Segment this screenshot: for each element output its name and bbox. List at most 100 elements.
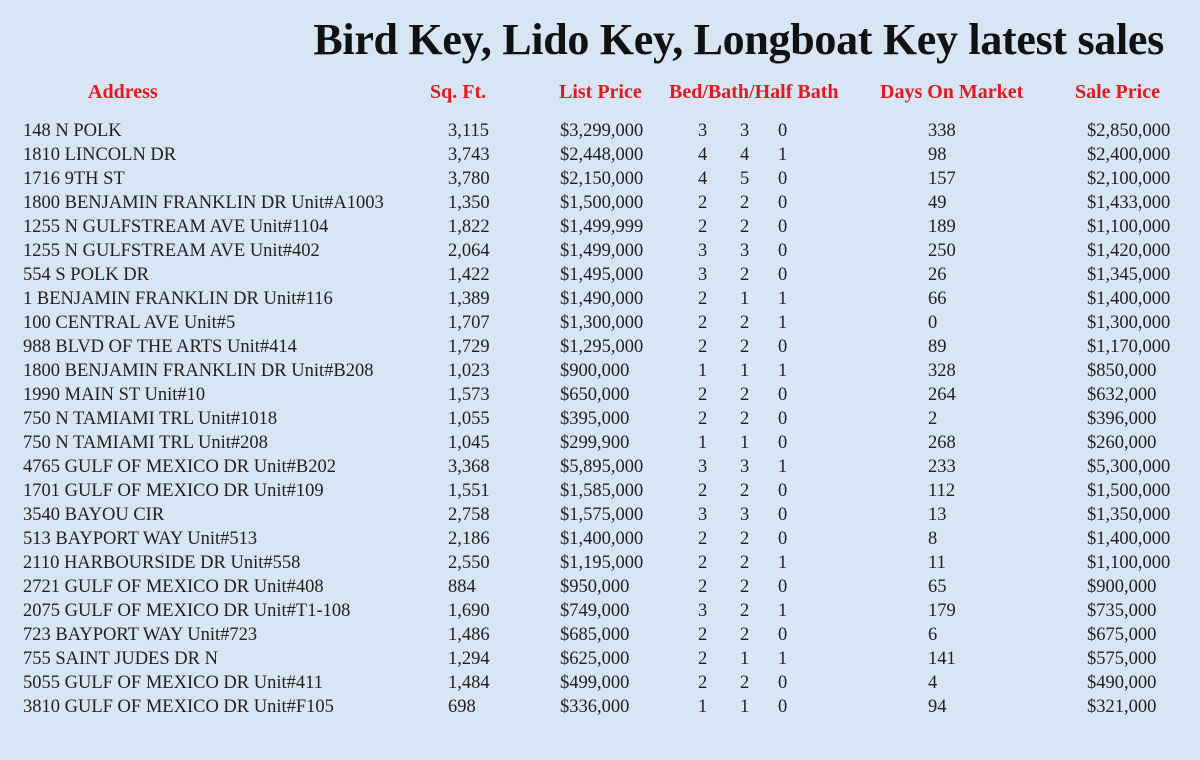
bathrooms-cell: 2	[740, 409, 750, 429]
address-cell: 1716 9TH ST	[23, 169, 125, 189]
sale-price-cell: $675,000	[1087, 625, 1157, 645]
days-on-market-cell: 2	[928, 409, 938, 429]
sqft-cell: 1,023	[448, 361, 490, 381]
table-row: 100 CENTRAL AVE Unit#5 1,707 $1,300,000 2 2 1…	[0, 311, 1200, 335]
sale-price-cell: $1,420,000	[1087, 241, 1171, 261]
bedrooms-cell: 2	[698, 529, 708, 549]
list-price-cell: $499,000	[560, 673, 630, 693]
bathrooms-cell: 1	[740, 697, 750, 717]
list-price-cell: $1,400,000	[560, 529, 644, 549]
days-on-market-cell: 89	[928, 337, 947, 357]
sqft-cell: 1,729	[448, 337, 490, 357]
bedrooms-cell: 2	[698, 337, 708, 357]
sale-price-cell: $1,400,000	[1087, 289, 1171, 309]
sqft-cell: 1,690	[448, 601, 490, 621]
table-row: 1255 N GULFSTREAM AVE Unit#1104 1,822 $1,4…	[0, 215, 1200, 239]
bathrooms-cell: 3	[740, 241, 750, 261]
header-address: Address	[88, 81, 158, 103]
sale-price-cell: $321,000	[1087, 697, 1157, 717]
half-bath-cell: 0	[778, 193, 788, 213]
address-cell: 5055 GULF OF MEXICO DR Unit#411	[23, 673, 323, 693]
bedrooms-cell: 2	[698, 289, 708, 309]
table-row: 2075 GULF OF MEXICO DR Unit#T1-108 1,690 $…	[0, 599, 1200, 623]
sqft-cell: 1,551	[448, 481, 490, 501]
address-cell: 2075 GULF OF MEXICO DR Unit#T1-108	[23, 601, 351, 621]
list-price-cell: $1,195,000	[560, 553, 644, 573]
header-bed-bath-half: Bed/Bath/Half Bath	[669, 81, 839, 103]
address-cell: 1800 BENJAMIN FRANKLIN DR Unit#B208	[23, 361, 374, 381]
address-cell: 1255 N GULFSTREAM AVE Unit#1104	[23, 217, 329, 237]
half-bath-cell: 1	[778, 553, 788, 573]
bedrooms-cell: 4	[698, 169, 708, 189]
days-on-market-cell: 233	[928, 457, 956, 477]
bedrooms-cell: 2	[698, 577, 708, 597]
address-cell: 100 CENTRAL AVE Unit#5	[23, 313, 236, 333]
half-bath-cell: 0	[778, 505, 788, 525]
list-price-cell: $625,000	[560, 649, 630, 669]
days-on-market-cell: 268	[928, 433, 956, 453]
address-cell: 513 BAYPORT WAY Unit#513	[23, 529, 258, 549]
table-row: 3540 BAYOU CIR 2,758 $1,575,000 3 3 0 13 $1,350…	[0, 503, 1200, 527]
sqft-cell: 1,045	[448, 433, 490, 453]
sqft-cell: 884	[448, 577, 476, 597]
list-price-cell: $1,300,000	[560, 313, 644, 333]
header-list-price: List Price	[559, 81, 642, 103]
sale-price-cell: $1,433,000	[1087, 193, 1171, 213]
table-row: 3810 GULF OF MEXICO DR Unit#F105 698 $336,…	[0, 695, 1200, 719]
table-row: 1 BENJAMIN FRANKLIN DR Unit#116 1,389 $1,4…	[0, 287, 1200, 311]
bathrooms-cell: 2	[740, 577, 750, 597]
sqft-cell: 1,707	[448, 313, 490, 333]
sqft-cell: 1,822	[448, 217, 490, 237]
days-on-market-cell: 11	[928, 553, 946, 573]
table-row: 1800 BENJAMIN FRANKLIN DR Unit#A1003 1,35…	[0, 191, 1200, 215]
bedrooms-cell: 3	[698, 265, 708, 285]
address-cell: 3810 GULF OF MEXICO DR Unit#F105	[23, 697, 334, 717]
table-row: 750 N TAMIAMI TRL Unit#208 1,045 $299,900 1…	[0, 431, 1200, 455]
sale-price-cell: $735,000	[1087, 601, 1157, 621]
bathrooms-cell: 2	[740, 529, 750, 549]
half-bath-cell: 0	[778, 385, 788, 405]
list-price-cell: $1,490,000	[560, 289, 644, 309]
bedrooms-cell: 1	[698, 697, 708, 717]
list-price-cell: $1,585,000	[560, 481, 644, 501]
table-row: 1716 9TH ST 3,780 $2,150,000 4 5 0 157 $2,100,0…	[0, 167, 1200, 191]
bedrooms-cell: 2	[698, 217, 708, 237]
days-on-market-cell: 6	[928, 625, 938, 645]
sqft-cell: 698	[448, 697, 476, 717]
list-price-cell: $5,895,000	[560, 457, 644, 477]
days-on-market-cell: 8	[928, 529, 938, 549]
sale-price-cell: $2,400,000	[1087, 145, 1171, 165]
sale-price-cell: $5,300,000	[1087, 457, 1171, 477]
table-row: 750 N TAMIAMI TRL Unit#1018 1,055 $395,000…	[0, 407, 1200, 431]
list-price-cell: $1,500,000	[560, 193, 644, 213]
bedrooms-cell: 3	[698, 121, 708, 141]
days-on-market-cell: 0	[928, 313, 938, 333]
sqft-cell: 3,743	[448, 145, 490, 165]
bedrooms-cell: 2	[698, 193, 708, 213]
days-on-market-cell: 157	[928, 169, 956, 189]
bedrooms-cell: 3	[698, 457, 708, 477]
address-cell: 1800 BENJAMIN FRANKLIN DR Unit#A1003	[23, 193, 384, 213]
bathrooms-cell: 2	[740, 601, 750, 621]
sqft-cell: 2,186	[448, 529, 490, 549]
bedrooms-cell: 2	[698, 649, 708, 669]
sale-price-cell: $2,100,000	[1087, 169, 1171, 189]
table-row: 1990 MAIN ST Unit#10 1,573 $650,000 2 2 0 264 $…	[0, 383, 1200, 407]
sqft-cell: 2,064	[448, 241, 490, 261]
list-price-cell: $1,499,999	[560, 217, 644, 237]
address-cell: 1701 GULF OF MEXICO DR Unit#109	[23, 481, 324, 501]
table-row: 5055 GULF OF MEXICO DR Unit#411 1,484 $499…	[0, 671, 1200, 695]
half-bath-cell: 1	[778, 313, 788, 333]
table-row: 4765 GULF OF MEXICO DR Unit#B202 3,368 $5,…	[0, 455, 1200, 479]
table-row: 513 BAYPORT WAY Unit#513 2,186 $1,400,000 2…	[0, 527, 1200, 551]
address-cell: 1255 N GULFSTREAM AVE Unit#402	[23, 241, 320, 261]
bathrooms-cell: 3	[740, 505, 750, 525]
sale-price-cell: $1,345,000	[1087, 265, 1171, 285]
half-bath-cell: 0	[778, 121, 788, 141]
address-cell: 755 SAINT JUDES DR N	[23, 649, 218, 669]
address-cell: 2721 GULF OF MEXICO DR Unit#408	[23, 577, 324, 597]
half-bath-cell: 0	[778, 697, 788, 717]
days-on-market-cell: 13	[928, 505, 947, 525]
sqft-cell: 1,350	[448, 193, 490, 213]
half-bath-cell: 0	[778, 409, 788, 429]
